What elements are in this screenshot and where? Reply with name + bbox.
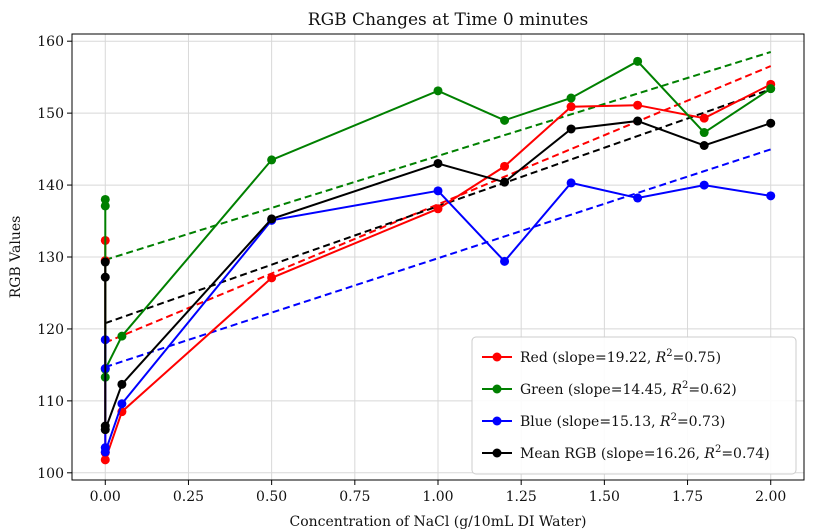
mean-rgb-data-point xyxy=(766,118,776,128)
chart-title: RGB Changes at Time 0 minutes xyxy=(308,10,588,30)
y-tick-label: 160 xyxy=(37,34,64,50)
green-legend-marker xyxy=(492,384,502,394)
legend-text: Red (slope=19.22, xyxy=(520,350,656,366)
legend-superscript: 2 xyxy=(682,380,688,391)
legend-text: Mean RGB (slope=16.26, xyxy=(520,446,704,462)
legend: Red (slope=19.22, R2=0.75)Green (slope=1… xyxy=(471,336,797,475)
blue-data-point xyxy=(500,256,510,266)
blue-trend-line xyxy=(104,148,772,369)
x-axis-label: Concentration of NaCl (g/10mL DI Water) xyxy=(289,514,586,530)
red-data-point xyxy=(267,273,277,283)
y-tick-label: 100 xyxy=(37,466,64,482)
legend-r-symbol: R xyxy=(703,446,715,462)
blue-data-point xyxy=(100,447,110,457)
x-tick-label: 1.75 xyxy=(672,489,703,505)
mean-rgb-data-point xyxy=(699,141,709,150)
green-data-point xyxy=(566,93,576,103)
y-axis-ticks: 100 110 120 130 140 150 160 xyxy=(37,34,72,482)
legend-box xyxy=(471,336,797,475)
y-tick-label: 130 xyxy=(37,250,64,266)
legend-text: Green (slope=14.45, xyxy=(520,382,671,398)
green-data-point xyxy=(100,194,110,204)
green-data-point xyxy=(100,201,110,211)
red-data-point xyxy=(500,161,510,171)
mean-rgb-data-point xyxy=(267,214,277,224)
mean-rgb-legend-marker xyxy=(492,448,502,458)
green-legend-label: Green (slope=14.45, R2=0.62) xyxy=(520,380,737,398)
blue-data-point xyxy=(699,180,709,190)
legend-superscript: 2 xyxy=(671,412,677,423)
x-tick-label: 2.00 xyxy=(755,489,786,505)
blue-data-point xyxy=(766,191,776,201)
x-axis-ticks: 0.00 0.25 0.50 0.75 1.00 1.25 1.50 1.75 2.00 xyxy=(90,480,786,505)
blue-data-point xyxy=(117,399,127,409)
mean-rgb-data-point xyxy=(633,116,643,126)
green-data-point xyxy=(766,84,776,94)
legend-text: Blue (slope=15.13, xyxy=(520,414,660,430)
red-legend-label: Red (slope=19.22, R2=0.75) xyxy=(520,348,721,366)
mean-rgb-data-point xyxy=(100,425,110,435)
x-tick-label: 1.00 xyxy=(422,489,453,505)
legend-r2-value: =0.73) xyxy=(677,414,725,430)
green-data-point xyxy=(500,115,510,125)
red-data-point xyxy=(699,113,709,123)
blue-data-point xyxy=(566,178,576,188)
green-data-point xyxy=(117,331,127,341)
green-data-point xyxy=(699,128,709,138)
mean-rgb-series-line xyxy=(104,119,772,430)
legend-r2-value: =0.75) xyxy=(673,350,721,366)
x-tick-label: 0.00 xyxy=(90,489,121,505)
y-tick-label: 120 xyxy=(37,322,64,338)
legend-r2-value: =0.62) xyxy=(688,382,736,398)
mean-rgb-data-point xyxy=(500,177,510,187)
y-tick-label: 110 xyxy=(37,394,64,410)
x-tick-label: 0.25 xyxy=(173,489,204,505)
legend-superscript: 2 xyxy=(715,444,721,455)
blue-data-point xyxy=(433,186,443,196)
legend-r-symbol: R xyxy=(670,382,682,398)
mean-rgb-data-point xyxy=(117,379,127,389)
mean-rgb-data-point xyxy=(100,272,110,282)
blue-data-point xyxy=(633,193,643,203)
y-axis-label: RGB Values xyxy=(8,216,24,299)
red-legend-marker xyxy=(492,352,502,362)
legend-superscript: 2 xyxy=(666,348,672,359)
mean-rgb-data-point xyxy=(433,158,443,168)
red-data-point xyxy=(433,204,443,214)
mean-rgb-data-point xyxy=(566,124,576,134)
green-data-point xyxy=(433,86,443,96)
red-trend-line xyxy=(104,65,772,344)
green-data-point xyxy=(267,155,277,165)
mean-rgb-data-point xyxy=(100,257,110,267)
x-tick-label: 1.50 xyxy=(589,489,620,505)
x-tick-label: 1.25 xyxy=(506,489,537,505)
legend-r-symbol: R xyxy=(659,414,671,430)
green-data-point xyxy=(633,56,643,66)
y-tick-label: 140 xyxy=(37,178,64,194)
x-tick-label: 0.50 xyxy=(256,489,287,505)
legend-r2-value: =0.74) xyxy=(721,446,769,462)
x-tick-label: 0.75 xyxy=(339,489,370,505)
mean-rgb-legend-label: Mean RGB (slope=16.26, R2=0.74) xyxy=(520,444,770,462)
red-data-point xyxy=(100,455,110,465)
blue-legend-label: Blue (slope=15.13, R2=0.73) xyxy=(520,412,725,430)
blue-series-line xyxy=(104,181,771,453)
legend-r-symbol: R xyxy=(655,350,667,366)
series-lines xyxy=(100,56,776,465)
blue-legend-marker xyxy=(492,416,502,426)
y-tick-label: 150 xyxy=(37,106,64,122)
red-data-point xyxy=(566,102,576,112)
red-data-point xyxy=(633,100,643,110)
